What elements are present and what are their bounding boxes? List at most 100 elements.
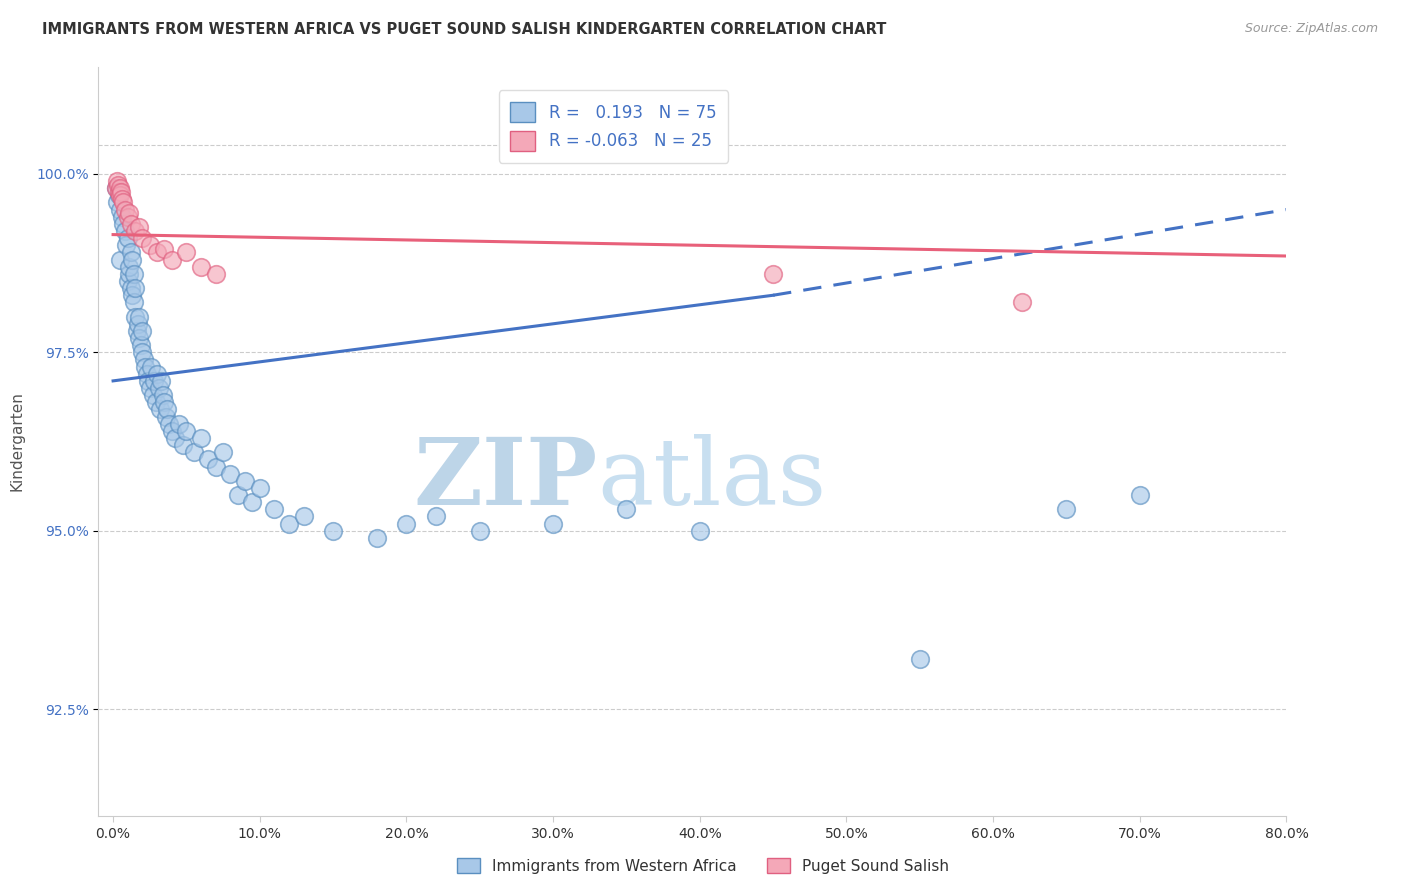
Point <box>160 424 183 438</box>
Point <box>135 367 157 381</box>
Point <box>183 445 205 459</box>
Point <box>110 252 132 267</box>
Point <box>128 220 150 235</box>
Point <box>129 338 152 352</box>
Point <box>197 452 219 467</box>
Point <box>278 516 301 531</box>
Point <box>141 359 163 374</box>
Point <box>148 381 170 395</box>
Legend: R =   0.193   N = 75, R = -0.063   N = 25: R = 0.193 N = 75, R = -0.063 N = 25 <box>499 90 728 162</box>
Point <box>107 174 129 188</box>
Point <box>163 431 186 445</box>
Point <box>131 345 153 359</box>
Point <box>541 516 564 531</box>
Point <box>117 274 139 288</box>
Text: atlas: atlas <box>598 434 827 524</box>
Point <box>112 217 135 231</box>
Point <box>155 409 177 424</box>
Point <box>176 245 198 260</box>
Point <box>143 374 166 388</box>
Point <box>124 281 146 295</box>
Point <box>1056 502 1078 516</box>
Point <box>292 509 315 524</box>
Point <box>366 531 388 545</box>
Point <box>190 260 212 274</box>
Point <box>149 402 172 417</box>
Point <box>111 210 134 224</box>
Point <box>468 524 491 538</box>
Point <box>120 281 142 295</box>
Point <box>139 238 162 252</box>
Point <box>107 178 129 192</box>
Point <box>150 374 173 388</box>
Point <box>117 210 139 224</box>
Point <box>167 417 190 431</box>
Point <box>908 652 931 666</box>
Point <box>153 395 176 409</box>
Point <box>124 224 146 238</box>
Point <box>125 324 148 338</box>
Point <box>122 295 145 310</box>
Point <box>153 242 176 256</box>
Point <box>108 181 131 195</box>
Point <box>145 395 167 409</box>
Point <box>121 252 143 267</box>
Point <box>219 467 242 481</box>
Point <box>120 245 142 260</box>
Point <box>121 288 143 302</box>
Point <box>110 202 132 217</box>
Point <box>190 431 212 445</box>
Point <box>616 502 638 516</box>
Point <box>233 474 256 488</box>
Point <box>124 310 146 324</box>
Point <box>762 267 785 281</box>
Point <box>122 267 145 281</box>
Point <box>115 238 138 252</box>
Point <box>108 188 131 202</box>
Point <box>120 217 142 231</box>
Point <box>157 417 180 431</box>
Point <box>322 524 344 538</box>
Point <box>114 224 136 238</box>
Point <box>146 245 169 260</box>
Point <box>105 181 128 195</box>
Point <box>110 185 132 199</box>
Point <box>173 438 195 452</box>
Text: ZIP: ZIP <box>413 434 598 524</box>
Point <box>212 445 235 459</box>
Point <box>1011 295 1033 310</box>
Y-axis label: Kindergarten: Kindergarten <box>10 392 25 491</box>
Point <box>242 495 264 509</box>
Point <box>118 267 141 281</box>
Point <box>425 509 447 524</box>
Point <box>204 459 226 474</box>
Point <box>226 488 249 502</box>
Text: IMMIGRANTS FROM WESTERN AFRICA VS PUGET SOUND SALISH KINDERGARTEN CORRELATION CH: IMMIGRANTS FROM WESTERN AFRICA VS PUGET … <box>42 22 887 37</box>
Point <box>108 185 131 199</box>
Point <box>146 367 169 381</box>
Legend: Immigrants from Western Africa, Puget Sound Salish: Immigrants from Western Africa, Puget So… <box>451 852 955 880</box>
Point <box>131 324 153 338</box>
Point <box>249 481 271 495</box>
Point <box>160 252 183 267</box>
Point <box>127 317 149 331</box>
Point <box>142 388 165 402</box>
Point <box>176 424 198 438</box>
Point <box>152 388 174 402</box>
Point <box>128 331 150 345</box>
Point <box>134 359 156 374</box>
Point <box>128 310 150 324</box>
Point <box>112 195 135 210</box>
Point <box>132 352 155 367</box>
Point <box>117 231 139 245</box>
Point <box>131 231 153 245</box>
Point <box>110 188 132 202</box>
Point <box>114 202 136 217</box>
Point <box>118 206 141 220</box>
Point <box>139 381 162 395</box>
Point <box>263 502 285 516</box>
Point <box>204 267 226 281</box>
Point <box>395 516 418 531</box>
Point <box>111 192 134 206</box>
Point <box>1129 488 1152 502</box>
